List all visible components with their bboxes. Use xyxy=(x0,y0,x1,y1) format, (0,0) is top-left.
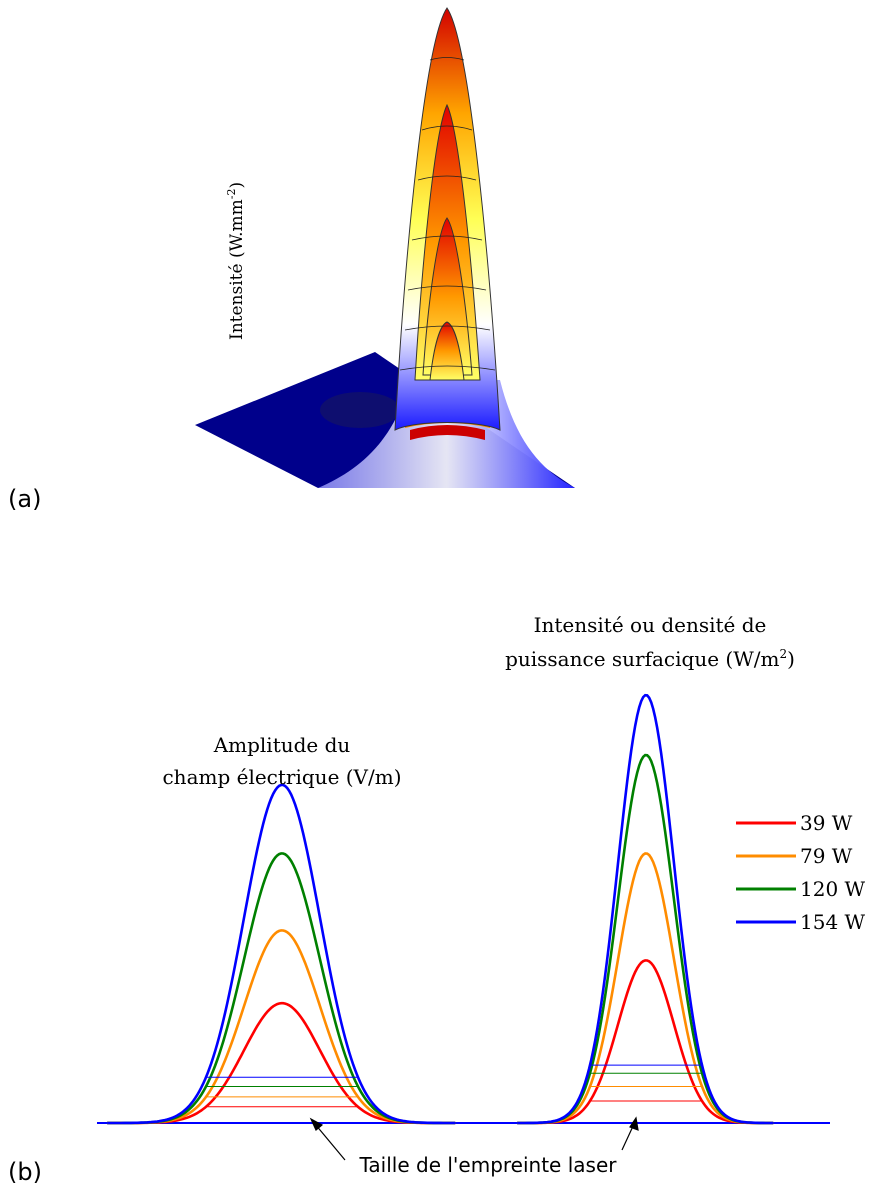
curve-group1-79w xyxy=(107,929,456,1125)
peak-39w xyxy=(429,321,465,381)
ring-red xyxy=(410,425,485,440)
annotation-arrows xyxy=(309,1116,639,1161)
legend-label-154w: 154 W xyxy=(800,910,866,934)
curve-group2-154w xyxy=(517,693,774,1125)
curve-group2-39w xyxy=(517,959,774,1125)
peak-79w xyxy=(422,217,473,376)
curve-group2-79w xyxy=(517,852,774,1125)
surface-shadow-left xyxy=(320,392,400,428)
curves-plot xyxy=(97,693,830,1125)
legend-label-120w: 120 W xyxy=(800,877,866,901)
legend-label-79w: 79 W xyxy=(800,844,853,868)
group-1-title-line2: champ électrique (V/m) xyxy=(162,765,401,789)
legend-label-39w: 39 W xyxy=(800,811,853,835)
legend: 39 W 79 W 120 W 154 W xyxy=(736,811,866,934)
surface-plot: Intensité (W.mm-2) xyxy=(195,7,575,488)
panel-a-ylabel: Intensité (W.mm-2) xyxy=(225,182,247,340)
group-2-title-line2: puissance surfacique (W/m2) xyxy=(505,647,795,671)
curve-group1-120w xyxy=(107,852,456,1125)
contour-lines xyxy=(399,57,496,371)
curve-group1-154w xyxy=(107,783,456,1125)
group-2-title-line1: Intensité ou densité de xyxy=(534,613,767,637)
curve-group2-120w xyxy=(517,753,774,1125)
annotation-text: Taille de l'empreinte laser xyxy=(359,1153,618,1177)
panel-b-tag: (b) xyxy=(8,1158,42,1186)
group-1-title-line1: Amplitude du xyxy=(213,733,351,757)
panel-a-tag: (a) xyxy=(8,485,41,513)
curve-group1-39w xyxy=(107,1001,456,1125)
